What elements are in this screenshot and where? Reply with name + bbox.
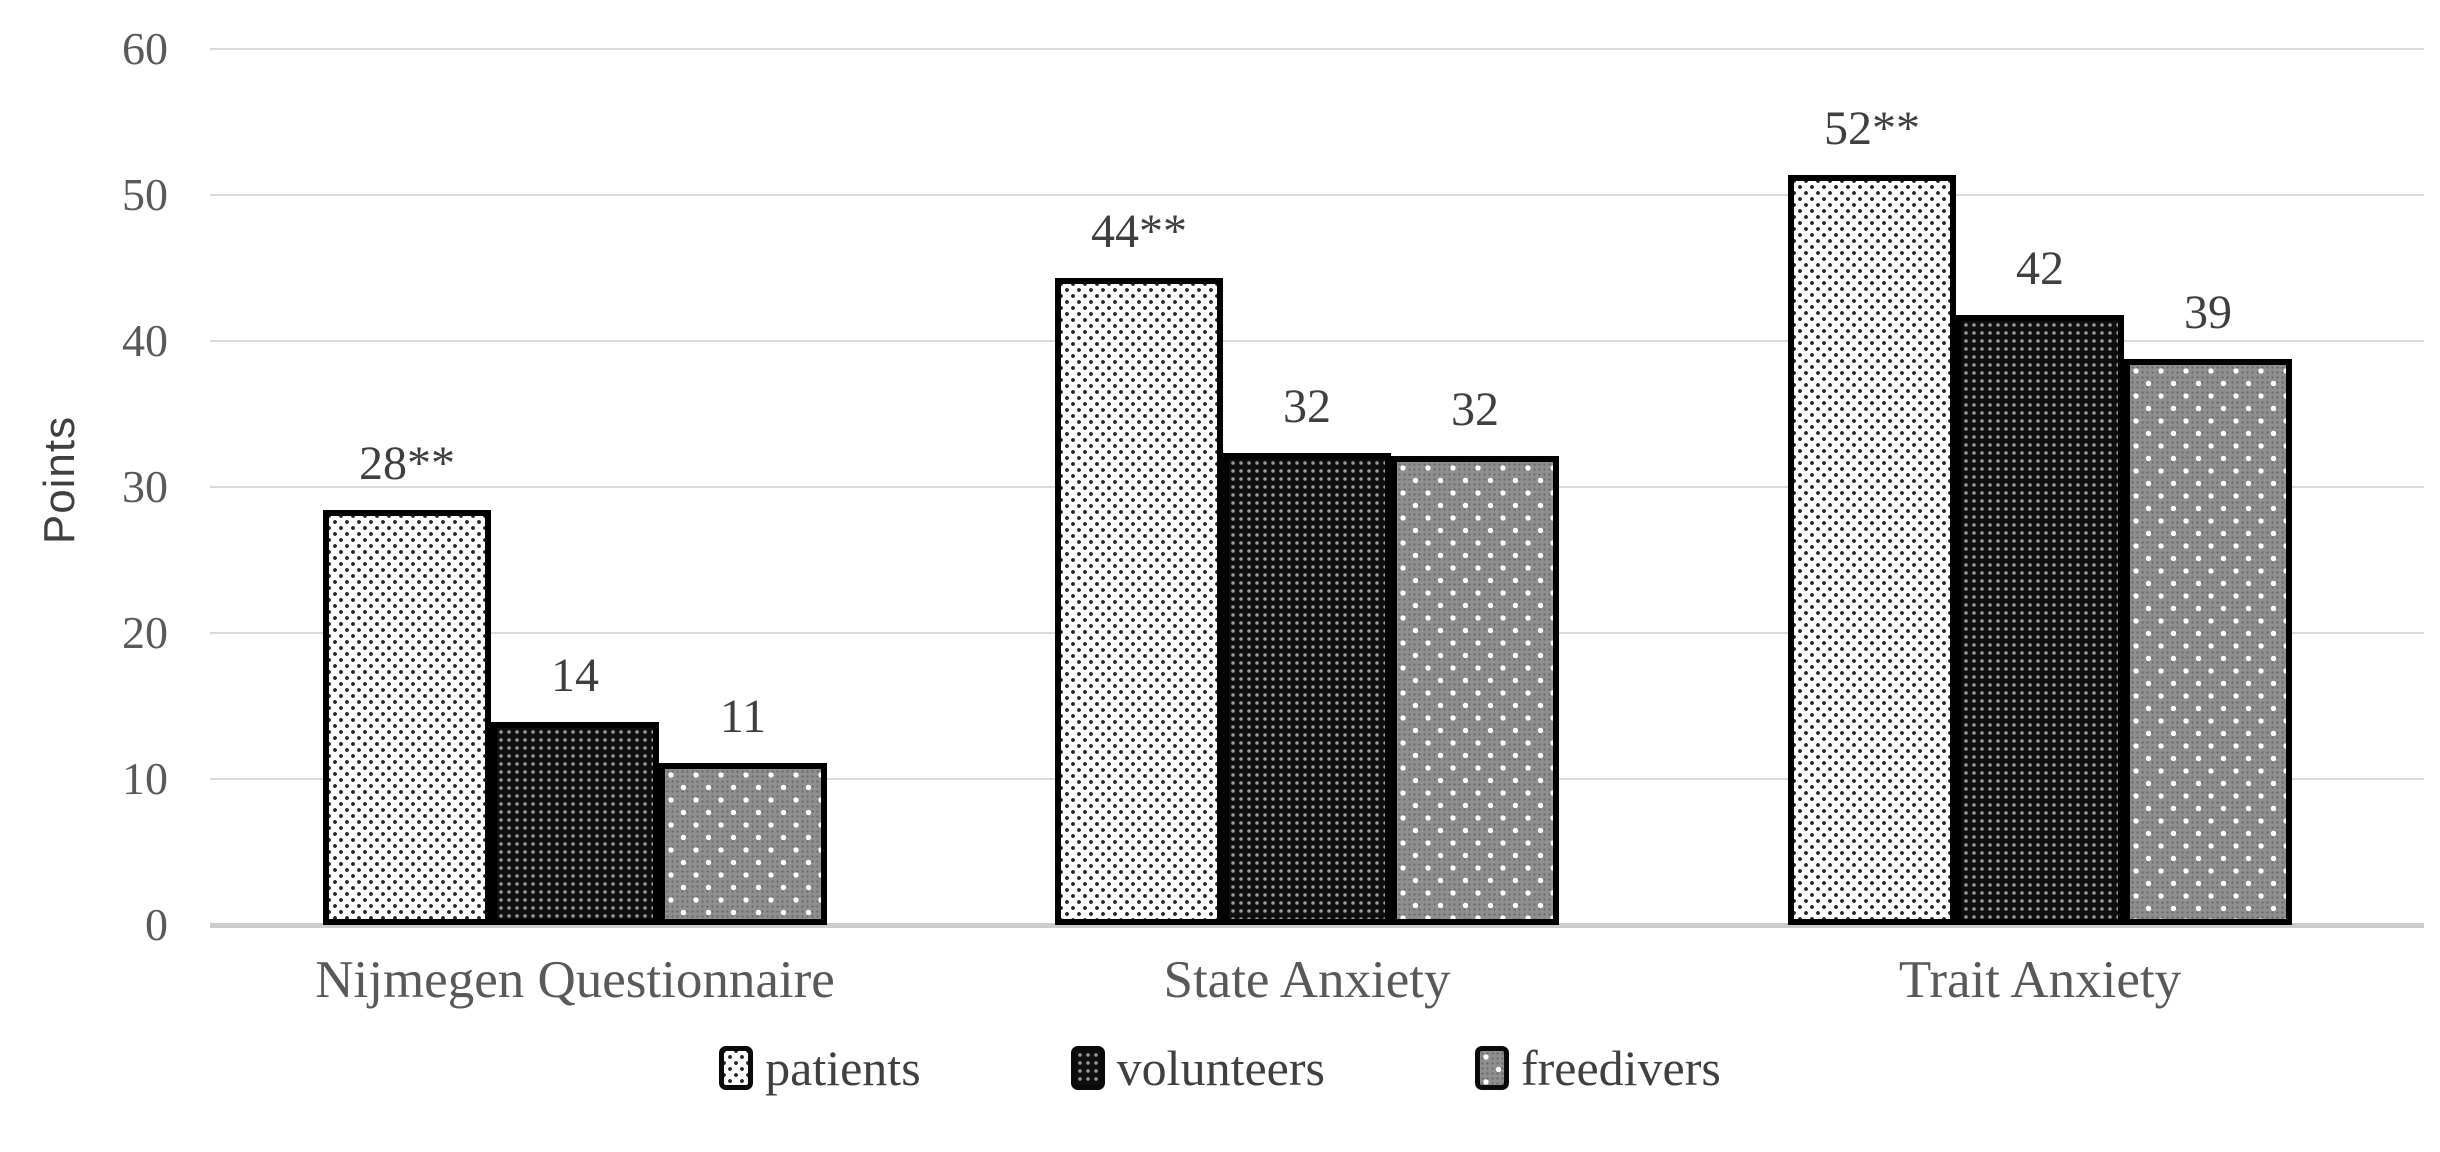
y-tick-label: 20 bbox=[122, 607, 168, 658]
legend-item-freedivers: freedivers bbox=[1474, 1040, 1721, 1096]
legend-swatch-icon bbox=[719, 1046, 754, 1090]
data-label: 42 bbox=[2016, 242, 2064, 295]
bar-volunteers-3 bbox=[1956, 315, 2124, 925]
legend-item-volunteers: volunteers bbox=[1070, 1040, 1325, 1096]
x-category-label: Nijmegen Questionnaire bbox=[315, 951, 835, 1009]
legend-swatch-icon bbox=[1474, 1046, 1509, 1090]
bar-patients-1 bbox=[323, 510, 491, 925]
data-label: 44** bbox=[1091, 205, 1187, 258]
bar-freedivers-2 bbox=[1391, 456, 1559, 925]
bar-freedivers-1 bbox=[659, 763, 827, 925]
data-label: 32 bbox=[1451, 383, 1499, 436]
x-category-label: State Anxiety bbox=[1163, 951, 1451, 1009]
x-category-label: Trait Anxiety bbox=[1898, 951, 2182, 1009]
legend-label: volunteers bbox=[1116, 1040, 1325, 1096]
y-tick-label: 60 bbox=[122, 23, 168, 74]
legend: patients volunteers freedivers bbox=[0, 1040, 2440, 1096]
legend-label: patients bbox=[765, 1040, 921, 1096]
gridline bbox=[210, 194, 2424, 196]
data-label: 32 bbox=[1283, 380, 1331, 433]
data-label: 52** bbox=[1824, 102, 1920, 155]
bar-volunteers-2 bbox=[1223, 453, 1391, 925]
data-label: 11 bbox=[719, 690, 767, 743]
data-label: 39 bbox=[2184, 286, 2232, 339]
bar-patients-3 bbox=[1788, 175, 1956, 925]
y-tick-label: 0 bbox=[145, 899, 168, 950]
x-axis-line bbox=[210, 923, 2424, 928]
y-tick-label: 40 bbox=[122, 315, 168, 366]
y-tick-label: 30 bbox=[122, 461, 168, 512]
gridline bbox=[210, 340, 2424, 342]
legend-item-patients: patients bbox=[719, 1040, 921, 1096]
y-tick-label: 10 bbox=[122, 753, 168, 804]
data-label: 14 bbox=[551, 649, 599, 702]
bar-freedivers-3 bbox=[2124, 359, 2292, 925]
legend-swatch-icon bbox=[1070, 1046, 1105, 1090]
y-tick-label: 50 bbox=[122, 169, 168, 220]
gridline bbox=[210, 48, 2424, 50]
bar-patients-2 bbox=[1055, 278, 1223, 925]
legend-label: freedivers bbox=[1520, 1040, 1721, 1096]
bar-volunteers-1 bbox=[491, 722, 659, 925]
data-label: 28** bbox=[359, 437, 455, 490]
